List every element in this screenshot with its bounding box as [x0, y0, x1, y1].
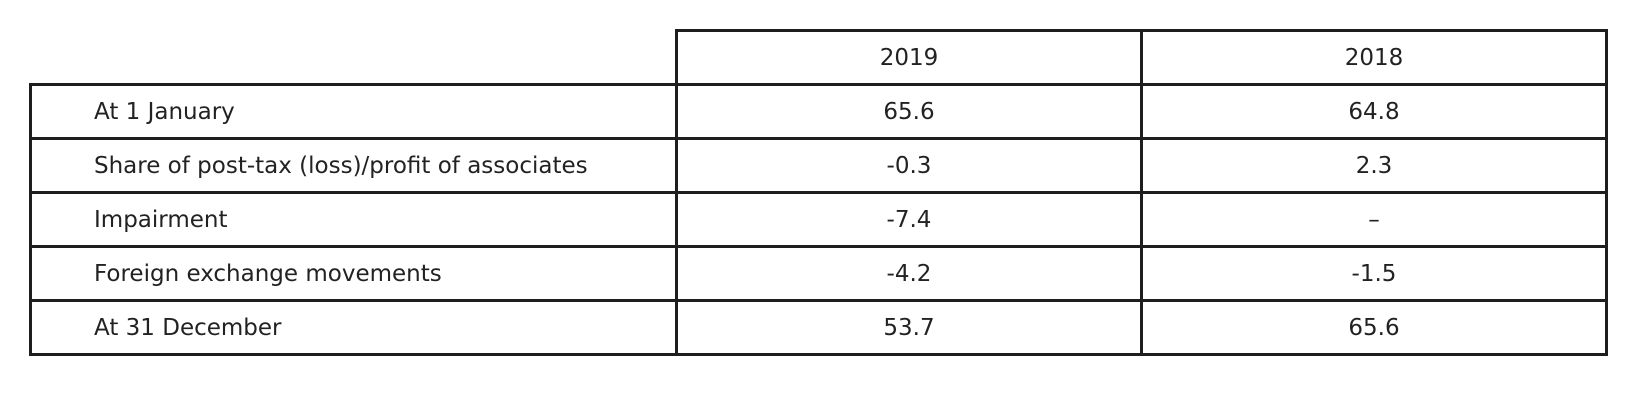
column-header-2018: 2018 [1140, 29, 1608, 86]
table-row: Foreign exchange movements -4.2 -1.5 [29, 245, 1608, 302]
value-2019: -0.3 [675, 137, 1143, 194]
value-2018: 65.6 [1140, 299, 1608, 356]
header-blank-cell [30, 30, 678, 86]
value-2019: -7.4 [675, 191, 1143, 248]
value-2018: 64.8 [1140, 83, 1608, 140]
value-2019: 53.7 [675, 299, 1143, 356]
value-2018: – [1140, 191, 1608, 248]
value-2019: -4.2 [675, 245, 1143, 302]
value-2018: 2.3 [1140, 137, 1608, 194]
table-row: Impairment -7.4 – [29, 191, 1608, 248]
header-row: 2019 2018 [30, 29, 1608, 86]
table-row: Share of post-tax (loss)/profit of assoc… [29, 137, 1608, 194]
row-label: Share of post-tax (loss)/profit of assoc… [29, 137, 678, 194]
row-label: At 1 January [29, 83, 678, 140]
table-row: At 31 December 53.7 65.6 [29, 299, 1608, 356]
row-label: At 31 December [29, 299, 678, 356]
value-2019: 65.6 [675, 83, 1143, 140]
row-label: Foreign exchange movements [29, 245, 678, 302]
row-label: Impairment [29, 191, 678, 248]
associates-table: 2019 2018 At 1 January 65.6 64.8 Share o… [29, 29, 1608, 356]
column-header-2019: 2019 [675, 29, 1143, 86]
table-row: At 1 January 65.6 64.8 [29, 83, 1608, 140]
value-2018: -1.5 [1140, 245, 1608, 302]
